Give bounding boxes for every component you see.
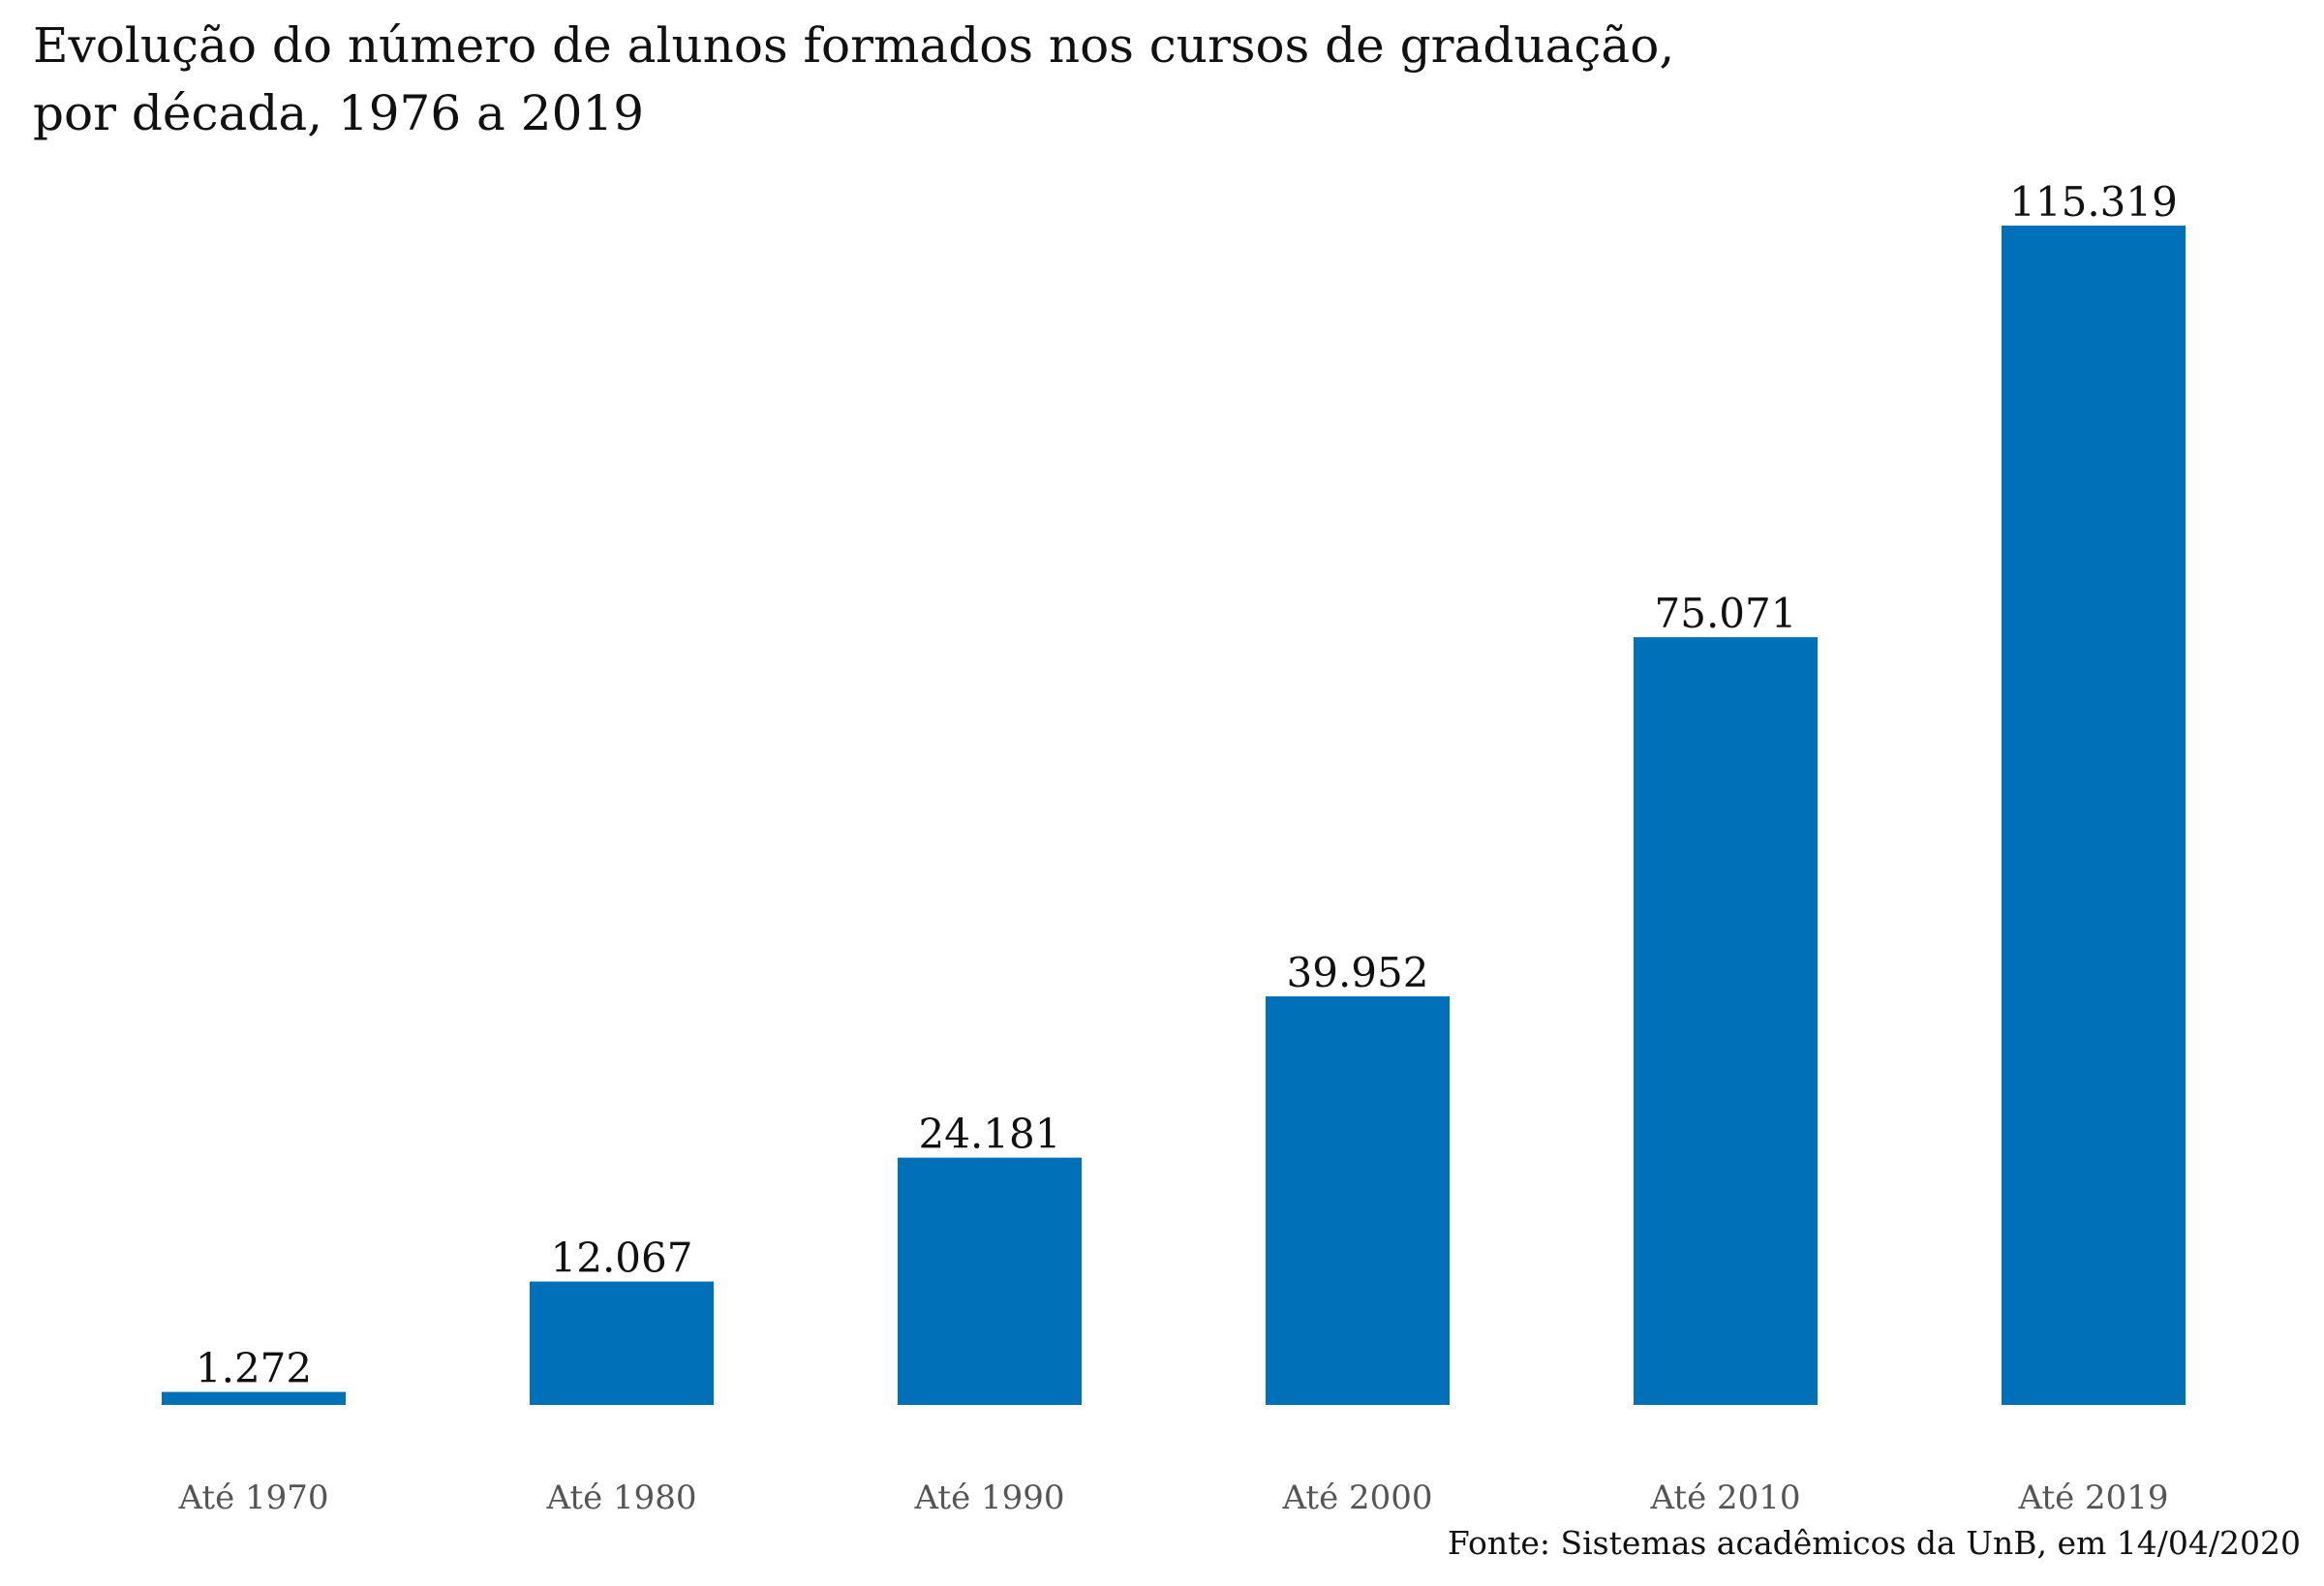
x-tick-label: Até 2019 bbox=[2017, 1479, 2168, 1517]
bar-1 bbox=[530, 1281, 714, 1405]
x-tick-label: Até 2000 bbox=[1281, 1479, 1432, 1517]
value-labels-group: 1.272 12.067 24.181 39.952 75.071 115.319 bbox=[196, 178, 2178, 1392]
x-tick-label: Até 1970 bbox=[177, 1479, 328, 1517]
bars-group bbox=[162, 226, 2186, 1405]
bar-value-label: 1.272 bbox=[196, 1345, 312, 1392]
bar-3 bbox=[1266, 996, 1450, 1405]
bar-0 bbox=[162, 1391, 346, 1405]
bar-value-label: 24.181 bbox=[919, 1111, 1061, 1158]
bar-4 bbox=[1634, 637, 1818, 1405]
bar-5 bbox=[2002, 226, 2186, 1405]
chart-title: Evolução do número de alunos formados no… bbox=[33, 17, 1675, 141]
x-axis-tick-labels: Até 1970 Até 1980 Até 1990 Até 2000 Até 2010… bbox=[177, 1479, 2168, 1517]
source-note: Fonte: Sistemas acadêmicos da UnB, em 14… bbox=[1447, 1524, 2301, 1562]
bar-value-label: 12.067 bbox=[551, 1235, 693, 1282]
bar-value-label: 39.952 bbox=[1287, 949, 1429, 996]
bar-value-label: 115.319 bbox=[2009, 178, 2178, 226]
x-tick-label: Até 1980 bbox=[545, 1479, 696, 1517]
bar-value-label: 75.071 bbox=[1655, 590, 1797, 637]
x-tick-label: Até 1990 bbox=[913, 1479, 1064, 1517]
bar-2 bbox=[898, 1157, 1082, 1405]
x-tick-label: Até 2010 bbox=[1649, 1479, 1800, 1517]
